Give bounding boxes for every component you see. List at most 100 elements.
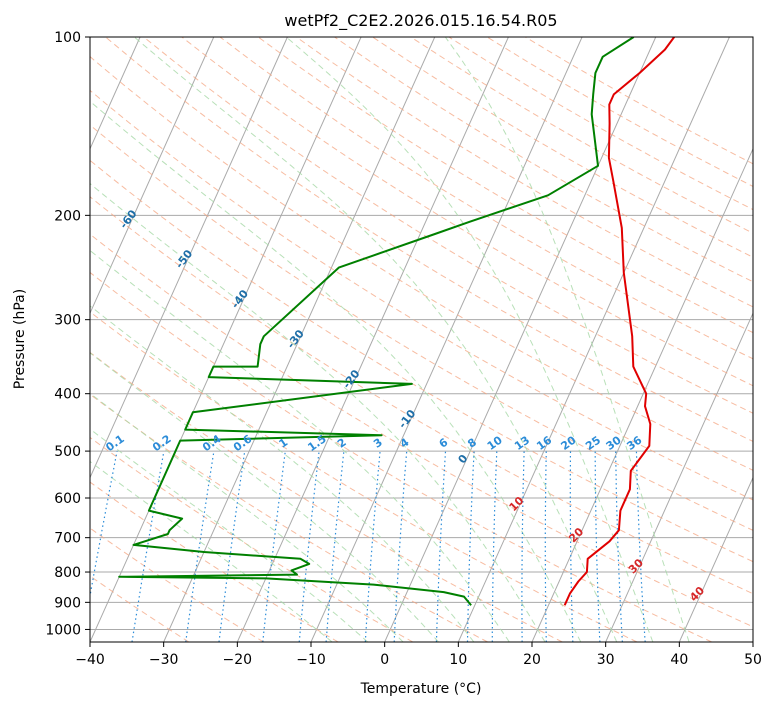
mixing-ratio-line bbox=[615, 451, 623, 642]
x-axis-label: Temperature (°C) bbox=[360, 681, 482, 697]
dewpoint-profile-line bbox=[118, 37, 635, 606]
x-tick-label: 50 bbox=[744, 652, 762, 668]
x-tick-label: 40 bbox=[670, 652, 688, 668]
dry-adiabat-line bbox=[90, 351, 563, 642]
x-tick-label: 30 bbox=[597, 652, 615, 668]
x-tick-label: 10 bbox=[449, 652, 467, 668]
y-tick-label: 100 bbox=[54, 30, 81, 46]
mixing-ratio-line bbox=[218, 451, 246, 642]
isotherm-line bbox=[457, 37, 730, 642]
x-tick-label: −10 bbox=[296, 652, 326, 668]
mixing-ratio-line bbox=[393, 451, 408, 642]
mixing-ratio-label: 13 bbox=[512, 434, 532, 453]
dry-adiabat-line bbox=[90, 481, 339, 642]
isotherm-line bbox=[310, 37, 583, 642]
background-lines bbox=[90, 37, 753, 642]
y-axis: 100 200 300 400 500 600 700 800 900 1000 bbox=[45, 30, 90, 638]
dry-adiabat-line bbox=[143, 37, 753, 414]
isotherm-line bbox=[90, 37, 362, 642]
isotherm-line bbox=[531, 147, 753, 642]
mixing-ratio-label: 10 bbox=[485, 433, 505, 453]
moist-adiabat-line bbox=[90, 460, 333, 642]
dry-adiabat-line bbox=[334, 37, 753, 283]
dry-adiabat-line bbox=[448, 37, 753, 211]
mixing-ratio-line bbox=[594, 451, 601, 642]
isotherm-line bbox=[90, 37, 215, 315]
isotherm-line bbox=[605, 311, 753, 642]
dry-adiabat-line bbox=[90, 196, 753, 595]
isotherm-line bbox=[90, 37, 141, 151]
dry-adiabat-line bbox=[90, 575, 190, 642]
dry-adiabat-line bbox=[296, 37, 753, 308]
dry-adiabat-line bbox=[90, 233, 753, 628]
line-labels: 0.10.20.40.611.52346810131620253036-100-… bbox=[6, 127, 707, 604]
dry-adiabat-line bbox=[90, 527, 264, 642]
mixing-ratio-line bbox=[435, 451, 447, 642]
mixing-ratio-label: 25 bbox=[583, 434, 603, 453]
mixing-ratio-line bbox=[325, 451, 345, 642]
dry-adiabat-line bbox=[257, 37, 753, 334]
mixing-ratio-line bbox=[569, 451, 574, 642]
chart-title: wetPf2_C2E2.2026.015.16.54.R05 bbox=[284, 11, 557, 31]
y-tick-label: 400 bbox=[54, 387, 81, 403]
mixing-ratio-line bbox=[364, 451, 381, 642]
moist-adiabat-line bbox=[90, 428, 369, 642]
y-tick-label: 700 bbox=[54, 531, 81, 547]
x-tick-label: 20 bbox=[523, 652, 541, 668]
x-tick-label: −40 bbox=[75, 652, 105, 668]
dry-adiabat-line bbox=[90, 271, 712, 642]
data-series bbox=[118, 37, 676, 606]
moist-adiabat-line bbox=[90, 352, 439, 642]
dry-adiabat-line bbox=[105, 37, 753, 442]
dry-adiabat-line bbox=[90, 89, 753, 501]
mixing-ratio-line bbox=[544, 451, 547, 642]
mixing-ratio-label: 30 bbox=[604, 433, 624, 453]
dry-adiabat-line bbox=[525, 37, 753, 165]
dry-adiabat-line bbox=[90, 159, 753, 563]
mixing-ratio-line bbox=[185, 451, 215, 642]
x-tick-label: −20 bbox=[223, 652, 253, 668]
y-tick-label: 500 bbox=[54, 444, 81, 460]
y-tick-label: 300 bbox=[54, 313, 81, 329]
dry-adiabat-line bbox=[219, 37, 753, 360]
dry-adiabat-line bbox=[181, 37, 753, 387]
moist-adiabat-line bbox=[90, 305, 475, 642]
mixing-ratio-line bbox=[635, 451, 646, 642]
isotherm-line bbox=[90, 37, 288, 479]
isotherm-line bbox=[384, 37, 657, 642]
dry-adiabat-line bbox=[90, 124, 753, 531]
mixing-ratio-label: 20 bbox=[558, 433, 578, 453]
y-tick-label: 200 bbox=[54, 208, 81, 224]
moist-adiabat-line bbox=[90, 182, 546, 642]
y-tick-label: 1000 bbox=[45, 622, 81, 638]
mixing-ratio-line bbox=[466, 451, 475, 642]
dry-adiabat-line bbox=[90, 311, 638, 642]
dry-adiabat-line bbox=[90, 55, 753, 471]
temperature-profile-line bbox=[563, 37, 676, 606]
isotherm-label: -80 bbox=[6, 127, 29, 151]
mixing-ratio-label: 4 bbox=[398, 436, 412, 451]
mixing-ratio-label: 3 bbox=[371, 436, 385, 451]
isotherm-label: 0 bbox=[455, 452, 470, 466]
mixing-ratio-line bbox=[90, 450, 118, 600]
isotherm-line bbox=[163, 37, 436, 642]
isotherm-line bbox=[236, 37, 509, 642]
x-tick-label: 0 bbox=[380, 652, 389, 668]
mixing-ratio-line bbox=[298, 451, 320, 642]
mixing-ratio-line bbox=[491, 451, 498, 642]
isotherm-label: -70 bbox=[61, 167, 84, 191]
isotherm-line bbox=[752, 640, 753, 642]
dry-adiabat-line bbox=[90, 436, 414, 642]
plot-frame bbox=[89, 36, 754, 643]
moist-adiabat-line bbox=[444, 37, 690, 642]
y-tick-label: 900 bbox=[54, 595, 81, 611]
moist-adiabat-line bbox=[285, 37, 654, 642]
y-tick-label: 600 bbox=[54, 491, 81, 507]
mixing-ratio-line bbox=[521, 451, 525, 642]
mixing-ratio-label: 8 bbox=[465, 436, 479, 451]
x-axis: −40 −30 −20 −10 0 10 20 30 40 50 bbox=[75, 642, 762, 668]
moist-adiabat-line bbox=[90, 249, 510, 642]
mixing-ratio-line bbox=[262, 451, 286, 642]
isotherm-line bbox=[678, 476, 753, 642]
